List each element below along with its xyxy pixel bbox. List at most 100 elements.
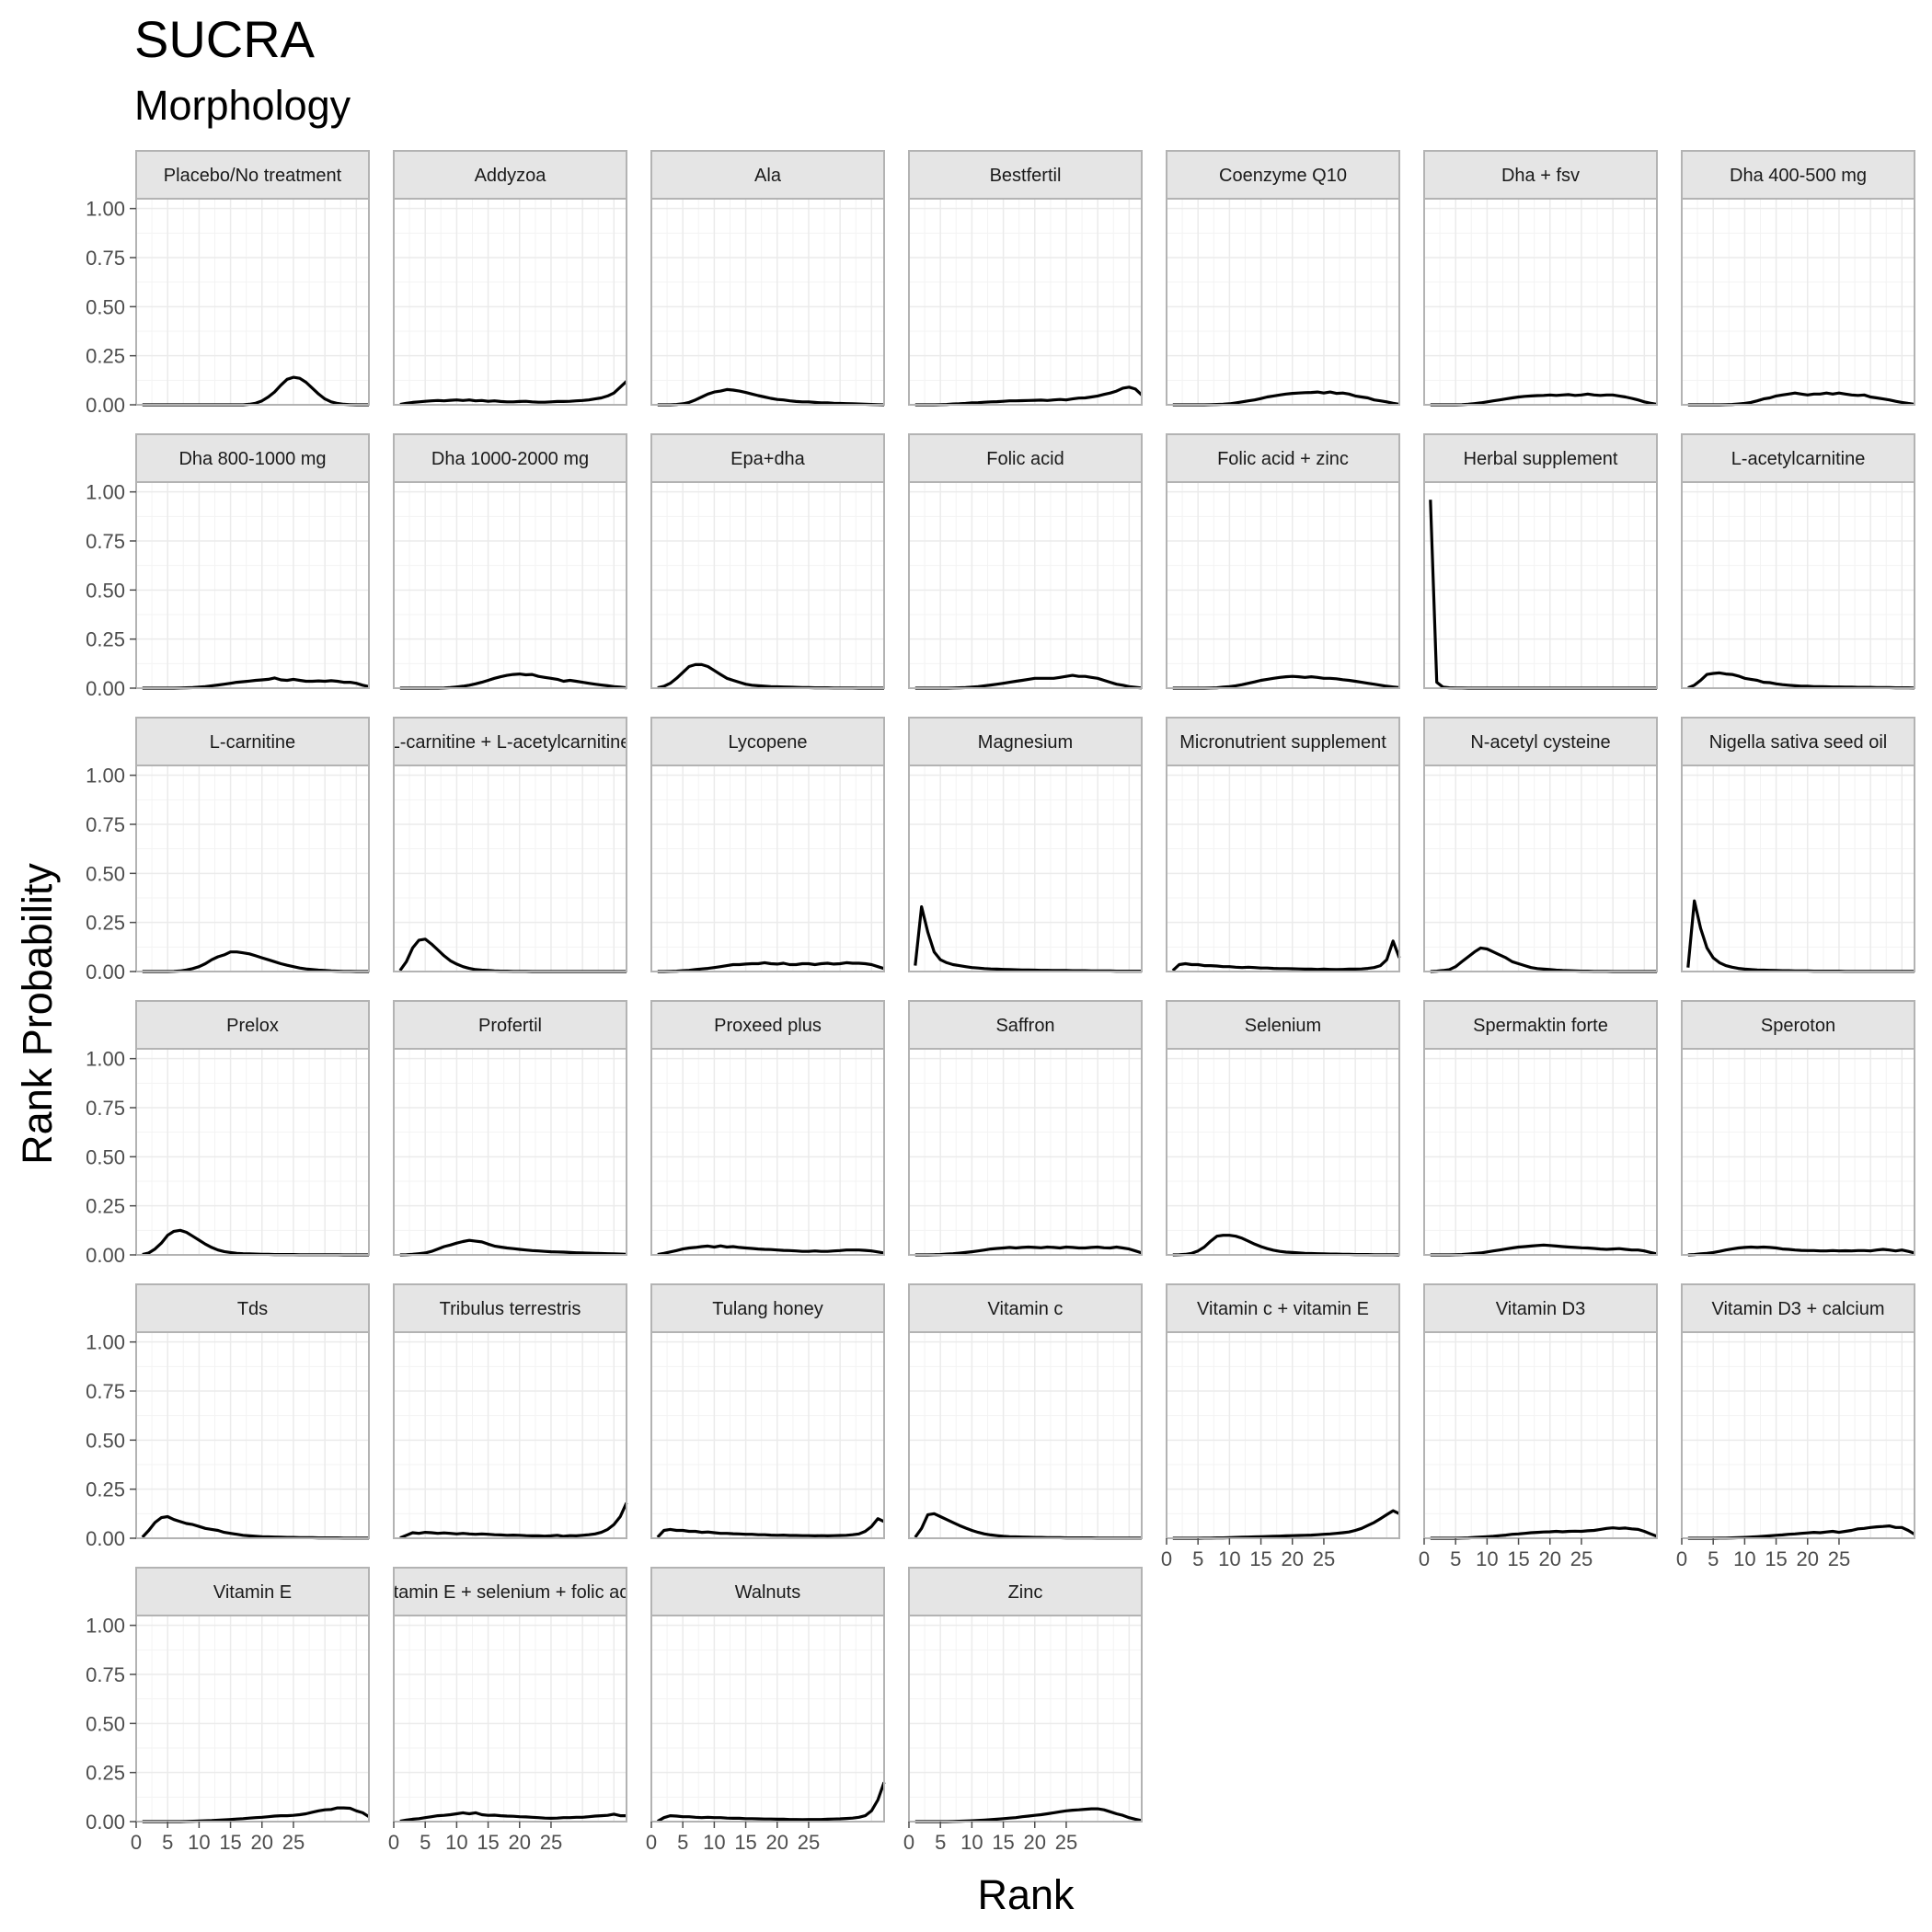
- x-tick-label: 10: [703, 1831, 725, 1854]
- plot-area: [136, 199, 369, 405]
- facet-panel: Dha 800-1000 mg 0.00 0.25 0.50 0.75 1.00: [86, 433, 370, 700]
- panel-border: [393, 198, 627, 406]
- facet-panel: Coenzyme Q10: [1166, 150, 1400, 407]
- facet-strip: [393, 1000, 627, 1050]
- rank-probability-line: [399, 380, 628, 407]
- x-tick-label: 25: [1055, 1831, 1077, 1854]
- facet-panel: Selenium: [1166, 1000, 1400, 1257]
- y-tick-label: 0.25: [86, 1478, 125, 1501]
- panel-border: [135, 765, 370, 972]
- facet-strip: [135, 150, 370, 200]
- facet-panel: L-carnitine 0.00 0.25 0.50 0.75 1.00: [86, 717, 370, 983]
- facet-title: Tds: [237, 1299, 268, 1319]
- x-tick-label: 20: [509, 1831, 531, 1854]
- panel-border: [1423, 1048, 1658, 1256]
- x-tick-label: 5: [1450, 1547, 1461, 1570]
- y-tick-label: 0.50: [86, 1429, 125, 1452]
- y-tick-label: 1.00: [86, 1048, 125, 1071]
- plot-area: [1682, 482, 1915, 688]
- y-tick-label: 0.00: [86, 960, 125, 983]
- facet-title: Saffron: [995, 1016, 1054, 1036]
- facet-strip: [1423, 717, 1658, 766]
- x-tick-label: 0: [131, 1831, 142, 1854]
- facet-strip: [1166, 150, 1400, 200]
- facet-strip: [1166, 433, 1400, 483]
- plot-area: [909, 1616, 1142, 1822]
- facet-panel: Folic acid: [908, 433, 1143, 690]
- facet-panel: L-carnitine + L-acetylcarnitine: [393, 717, 627, 973]
- panel-border: [1681, 198, 1915, 406]
- plot-area: [1167, 482, 1399, 688]
- panel-border: [1423, 481, 1658, 689]
- rank-probability-line: [399, 1501, 628, 1540]
- y-tick-label: 0.25: [86, 1195, 125, 1218]
- facet-title: Herbal supplement: [1464, 449, 1618, 469]
- facet-panel: L-acetylcarnitine: [1681, 433, 1915, 690]
- facet-strip: [1681, 1000, 1915, 1050]
- facet-panel: Epa+dha: [650, 433, 885, 690]
- panel-border: [1423, 198, 1658, 406]
- x-tick-label: 10: [1476, 1547, 1498, 1570]
- facet-title: Vitamin E: [213, 1582, 292, 1603]
- chart-subtitle: Morphology: [134, 82, 351, 129]
- facet-title: Tribulus terrestris: [440, 1299, 581, 1319]
- x-tick-label: 0: [1161, 1547, 1172, 1570]
- facet-panel: Vitamin D3 0 5 10 15 20 25: [1419, 1283, 1658, 1570]
- facet-title: Magnesium: [978, 732, 1073, 753]
- panel-border: [1166, 198, 1400, 406]
- x-tick-label: 10: [1218, 1547, 1240, 1570]
- facet-panel: Micronutrient supplement: [1166, 717, 1401, 972]
- facet-title: N-acetyl cysteine: [1470, 732, 1610, 753]
- panel-border: [393, 1048, 627, 1256]
- plot-area: [909, 765, 1142, 972]
- panel-border: [908, 765, 1143, 972]
- y-tick-label: 0.75: [86, 1380, 125, 1403]
- facet-strip: [908, 1283, 1143, 1333]
- x-tick-label: 0: [903, 1831, 914, 1854]
- panel-border: [650, 198, 885, 406]
- panel-border: [650, 1331, 885, 1539]
- facet-strip: [650, 433, 885, 483]
- plot-area: [394, 1616, 627, 1822]
- facet-title: Tulang honey: [712, 1299, 822, 1319]
- y-tick-label: 0.50: [86, 1145, 125, 1168]
- plot-area: [394, 1332, 627, 1538]
- panel-border: [1166, 1048, 1400, 1256]
- facet-panel: Addyzoa: [393, 150, 628, 407]
- facet-strip: [135, 717, 370, 766]
- facet-title: Proxeed plus: [714, 1016, 822, 1036]
- y-tick-label: 0.50: [86, 579, 125, 602]
- y-tick-label: 1.00: [86, 765, 125, 788]
- y-tick-label: 0.75: [86, 530, 125, 553]
- facet-title: Coenzyme Q10: [1219, 166, 1347, 186]
- y-tick-label: 0.00: [86, 1811, 125, 1834]
- plot-area: [909, 199, 1142, 405]
- plot-area: [394, 482, 627, 688]
- facet-title: Dha 800-1000 mg: [178, 449, 326, 469]
- facet-title: Dha 400-500 mg: [1730, 166, 1867, 186]
- rank-probability-line: [1171, 939, 1401, 972]
- plot-area: [651, 1049, 884, 1255]
- y-tick-label: 0.00: [86, 677, 125, 700]
- facet-strip: [1681, 433, 1915, 483]
- facet-strip: [1166, 717, 1400, 766]
- x-tick-label: 15: [992, 1831, 1014, 1854]
- y-tick-label: 0.75: [86, 813, 125, 836]
- x-tick-label: 15: [1765, 1547, 1787, 1570]
- facet-title: Lycopene: [729, 732, 808, 753]
- rank-probability-line: [657, 1244, 885, 1257]
- facet-strip: [1166, 1283, 1400, 1333]
- facet-panel: Prelox 0.00 0.25 0.50 0.75 1.00: [86, 1000, 370, 1267]
- panel-border: [1681, 1331, 1915, 1539]
- facet-panel: Tulang honey: [650, 1283, 885, 1539]
- x-tick-label: 20: [1539, 1547, 1561, 1570]
- x-tick-label: 5: [677, 1831, 688, 1854]
- panel-border: [393, 481, 627, 689]
- facet-panel: Dha + fsv: [1423, 150, 1658, 407]
- panel-border: [650, 1615, 885, 1823]
- facet-title: Speroton: [1761, 1016, 1835, 1036]
- x-tick-label: 0: [1676, 1547, 1687, 1570]
- facet-title: Zinc: [1008, 1582, 1043, 1603]
- facet-panel: Dha 1000-2000 mg: [393, 433, 627, 690]
